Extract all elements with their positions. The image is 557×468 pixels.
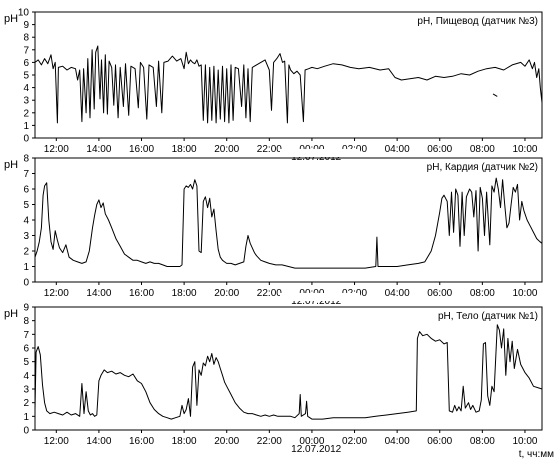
x-tick-label: 06:00: [427, 144, 452, 155]
y-tick-label: 8: [23, 316, 29, 327]
x-tick-label: 06:00: [427, 436, 452, 447]
date-label: 12.07.2012: [291, 444, 341, 455]
y-tick-label: 7: [23, 45, 29, 56]
ph-series-line: [34, 324, 543, 420]
x-tick-label: 20:00: [214, 436, 239, 447]
y-tick-label: 8: [23, 33, 29, 44]
chart-title: pH, Пищевод (датчик №3): [417, 16, 538, 27]
y-tick-label: 0: [23, 278, 29, 289]
x-tick-label: 04:00: [385, 144, 410, 155]
y-tick-label: 4: [23, 371, 29, 382]
date-label: 12.07.2012: [291, 296, 341, 307]
x-tick-label: 14:00: [86, 288, 111, 299]
y-tick-label: 2: [23, 108, 29, 119]
ph-series-line: [34, 177, 543, 269]
x-tick-label: 06:00: [427, 288, 452, 299]
y-tick-label: 6: [23, 344, 29, 355]
y-axis-label: pH: [4, 308, 18, 320]
x-tick-label: 14:00: [86, 436, 111, 447]
y-tick-label: 10: [18, 8, 30, 19]
x-tick-label: 04:00: [385, 288, 410, 299]
ph-series-line: [34, 45, 543, 124]
x-tick-label: 12:00: [44, 288, 69, 299]
stray-mark: [492, 93, 498, 97]
y-tick-label: 4: [23, 83, 29, 94]
y-tick-label: 7: [23, 169, 29, 180]
x-tick-label: 10:00: [512, 288, 537, 299]
x-tick-label: 10:00: [512, 144, 537, 155]
plot-frame: [34, 306, 543, 431]
label-clip-mask: [280, 149, 360, 157]
y-tick-label: 6: [23, 185, 29, 196]
y-tick-label: 2: [23, 398, 29, 409]
y-tick-label: 9: [23, 20, 29, 31]
x-tick-label: 12:00: [44, 436, 69, 447]
y-tick-label: 0: [23, 426, 29, 437]
x-tick-label: 22:00: [257, 288, 282, 299]
y-tick-label: 0: [23, 134, 29, 145]
y-tick-label: 9: [23, 303, 29, 314]
x-tick-label: 10:00: [512, 436, 537, 447]
x-tick-label: 18:00: [172, 436, 197, 447]
x-tick-label: 16:00: [129, 144, 154, 155]
y-tick-label: 5: [23, 200, 29, 211]
y-tick-label: 5: [23, 71, 29, 82]
x-tick-label: 02:00: [342, 436, 367, 447]
x-tick-label: 20:00: [214, 288, 239, 299]
x-tick-label: 00:00: [299, 436, 324, 447]
y-tick-label: 5: [23, 357, 29, 368]
y-tick-label: 7: [23, 330, 29, 341]
y-tick-label: 1: [23, 262, 29, 273]
x-tick-label: 22:00: [257, 436, 282, 447]
y-tick-label: 6: [23, 58, 29, 69]
y-tick-label: 8: [23, 154, 29, 165]
chart-title: pH, Кардия (датчик №2): [427, 162, 538, 173]
y-tick-label: 4: [23, 216, 29, 227]
y-tick-label: 1: [23, 121, 29, 132]
x-tick-label: 14:00: [86, 144, 111, 155]
y-tick-label: 3: [23, 385, 29, 396]
chart-title: pH, Тело (датчик №1): [438, 311, 538, 322]
y-tick-label: 2: [23, 247, 29, 258]
y-tick-label: 1: [23, 412, 29, 423]
x-axis-label: t, чч:мм: [519, 449, 554, 460]
x-tick-label: 08:00: [470, 144, 495, 155]
x-tick-label: 20:00: [214, 144, 239, 155]
y-axis-label: pH: [4, 159, 18, 171]
x-tick-label: 22:00: [257, 144, 282, 155]
x-tick-label: 08:00: [470, 288, 495, 299]
y-tick-label: 3: [23, 96, 29, 107]
x-tick-label: 18:00: [172, 144, 197, 155]
x-tick-label: 16:00: [129, 288, 154, 299]
x-tick-label: 16:00: [129, 436, 154, 447]
label-clip-mask: [280, 293, 360, 301]
y-axis-label: pH: [4, 13, 18, 25]
y-tick-label: 3: [23, 231, 29, 242]
x-tick-label: 08:00: [470, 436, 495, 447]
x-tick-label: 04:00: [385, 436, 410, 447]
x-tick-label: 12:00: [44, 144, 69, 155]
x-tick-label: 18:00: [172, 288, 197, 299]
